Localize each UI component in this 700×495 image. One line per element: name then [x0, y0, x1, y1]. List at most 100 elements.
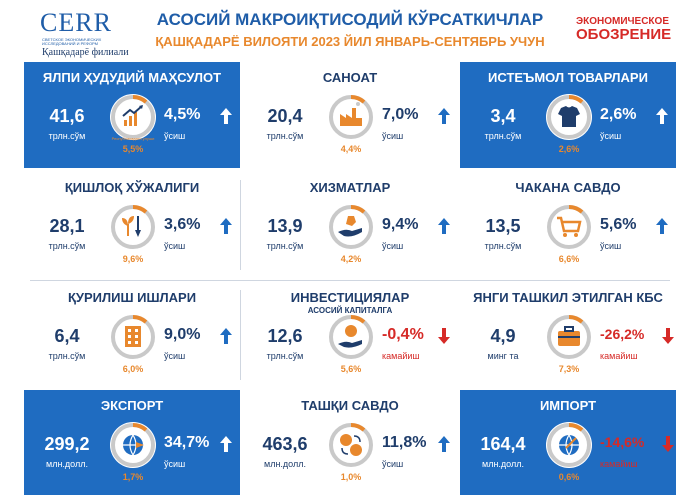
indicator-card-agriculture: ҚИШЛОҚ ХЎЖАЛИГИ 28,1 трлн.сўм 9,6% 3,6% ўсиш: [24, 172, 240, 278]
icon-circle: [328, 94, 374, 140]
indicator-card-import: ИМПОРТ 164,4 млн.долл. 0,6% -14,6% камайиш: [460, 390, 676, 495]
card-title: ИМПОРТ: [539, 398, 597, 413]
grid-divider: [30, 280, 670, 281]
growth-label: камайиш: [600, 351, 638, 361]
region-share: 5,6%: [340, 364, 362, 374]
arrow-down-icon: [438, 328, 450, 344]
growth-label: камайиш: [600, 459, 638, 469]
icon-circle: [110, 314, 156, 360]
growth-chart-icon: [122, 105, 143, 126]
growth-value: 4,5%: [164, 106, 201, 123]
indicator-card-retail: ЧАКАНА САВДО 13,5 трлн.сўм 6,6% 5,6% ўсиш: [460, 172, 676, 278]
card-value: 299,2: [44, 434, 90, 454]
card-value: 28,1: [49, 216, 85, 236]
card-title: ХИЗМАТЛАР: [309, 180, 391, 195]
arrow-up-icon: [220, 218, 232, 234]
growth-value: 5,6%: [600, 216, 637, 233]
grid-divider: [240, 290, 241, 380]
card-value: 4,9: [490, 326, 516, 346]
indicator-card-industry: САНОАТ 20,4 трлн.сўм 4,4% 7,0% ўсиш: [242, 62, 458, 168]
growth-value: 11,8%: [382, 434, 427, 451]
growth-label: ўсиш: [382, 241, 404, 251]
indicator-card-new_smb: ЯНГИ ТАШКИЛ ЭТИЛГАН КБС 4,9 минг та 7,3% -26…: [460, 282, 676, 388]
plant-shovel-icon: [122, 216, 141, 237]
growth-label: ўсиш: [600, 241, 622, 251]
icon-caption: Республикадаги улуши: [111, 136, 155, 141]
growth-value: 3,6%: [164, 216, 201, 233]
card-value: 12,6: [267, 326, 303, 346]
indicator-card-export: ЭКСПОРТ 299,2 млн.долл. 1,7% 34,7% ўсиш: [24, 390, 240, 495]
cart-icon: [557, 216, 582, 237]
arrow-down-icon: [662, 328, 674, 344]
icon-circle: [546, 94, 592, 140]
globe-export-icon: [123, 434, 144, 456]
shirt-icon: [558, 106, 580, 127]
icon-circle: [110, 422, 156, 468]
card-value: 463,6: [262, 434, 308, 454]
card-title: ЯНГИ ТАШКИЛ ЭТИЛГАН КБС: [473, 290, 663, 305]
card-value: 6,4: [54, 326, 80, 346]
page-subtitle: ҚАШҚАДАРЁ ВИЛОЯТИ 2023 ЙИЛ ЯНВАРЬ-СЕНТЯБ…: [155, 34, 545, 49]
growth-value: -0,4%: [382, 326, 424, 343]
currency-exchange-icon: [340, 434, 362, 456]
briefcase-icon: [558, 326, 580, 346]
growth-label: ўсиш: [164, 241, 186, 251]
icon-circle: [328, 314, 374, 360]
growth-value: 9,0%: [164, 326, 201, 343]
growth-value: -14,6%: [600, 434, 645, 450]
arrow-up-icon: [220, 328, 232, 344]
service-hand-icon: [338, 216, 362, 237]
growth-label: ўсиш: [382, 131, 404, 141]
cerr-logo: CERR СВЕТСКОЕ ЭКОНОМИЧЕСКИХ ИССЛЕДОВАНИЙ…: [40, 8, 135, 58]
icon-circle: [546, 204, 592, 250]
factory-icon: [340, 102, 362, 126]
card-unit: трлн.сўм: [48, 131, 86, 141]
card-unit: млн.долл.: [482, 459, 524, 469]
growth-label: ўсиш: [164, 131, 186, 141]
indicator-card-construction: ҚУРИЛИШ ИШЛАРИ 6,4 трлн.сўм 6,0% 9,0% ўсиш: [24, 282, 240, 388]
icon-circle: [328, 422, 374, 468]
card-title: ИСТЕЪМОЛ ТОВАРЛАРИ: [488, 70, 648, 85]
growth-value: 9,4%: [382, 216, 419, 233]
indicator-card-consumer: ИСТЕЪМОЛ ТОВАРЛАРИ 3,4 трлн.сўм 2,6% 2,6% ўси…: [460, 62, 676, 168]
region-share: 4,4%: [340, 144, 362, 154]
card-unit: трлн.сўм: [266, 351, 304, 361]
icon-circle: [110, 204, 156, 250]
card-value: 13,9: [267, 216, 303, 236]
arrow-up-icon: [656, 108, 668, 124]
card-unit: трлн.сўм: [266, 241, 304, 251]
card-subtitle: АСОСИЙ КАПИТАЛГА: [307, 306, 393, 315]
region-share: 6,6%: [558, 254, 580, 264]
arrow-up-icon: [438, 436, 450, 452]
economic-review-logo-line1: ЭКОНОМИЧЕСКОЕ: [576, 16, 669, 27]
region-share: 0,6%: [558, 472, 580, 482]
cerr-logo-text: CERR: [40, 8, 112, 37]
arrow-up-icon: [438, 218, 450, 234]
arrow-down-icon: [662, 436, 674, 452]
region-share: 7,3%: [558, 364, 580, 374]
growth-label: ўсиш: [382, 459, 404, 469]
cerr-logo-small-text: СВЕТСКОЕ ЭКОНОМИЧЕСКИХ ИССЛЕДОВАНИЙ И РЕ…: [42, 37, 102, 46]
growth-label: ўсиш: [600, 131, 622, 141]
grid-divider: [240, 180, 241, 270]
indicator-card-services: ХИЗМАТЛАР 13,9 трлн.сўм 4,2% 9,4% ўсиш: [242, 172, 458, 278]
region-share: 4,2%: [340, 254, 362, 264]
card-unit: минг та: [487, 351, 519, 361]
card-title: САНОАТ: [322, 70, 378, 85]
arrow-up-icon: [220, 108, 232, 124]
cerr-branch-name: Қашқадарё филиали: [42, 47, 129, 58]
card-unit: млн.долл.: [264, 459, 306, 469]
indicator-card-gdp: ЯЛПИ ҲУДУДИЙ МАҲСУЛОТ 41,6 трлн.сўм Республ…: [24, 62, 240, 168]
icon-circle: [110, 94, 156, 140]
card-title: ҚУРИЛИШ ИШЛАРИ: [67, 290, 197, 305]
card-title: ТАШҚИ САВДО: [301, 398, 399, 413]
arrow-up-icon: [220, 436, 232, 452]
growth-label: камайиш: [382, 351, 420, 361]
economic-review-logo-line2: ОБОЗРЕНИЕ: [576, 26, 672, 43]
indicator-card-trade: ТАШҚИ САВДО 463,6 млн.долл. 1,0% 11,8% ўсиш: [242, 390, 458, 495]
card-value: 41,6: [49, 106, 85, 126]
growth-value: 7,0%: [382, 106, 419, 123]
card-title: ЯЛПИ ҲУДУДИЙ МАҲСУЛОТ: [42, 70, 222, 85]
growth-value: 2,6%: [600, 106, 637, 123]
region-share: 6,0%: [122, 364, 144, 374]
